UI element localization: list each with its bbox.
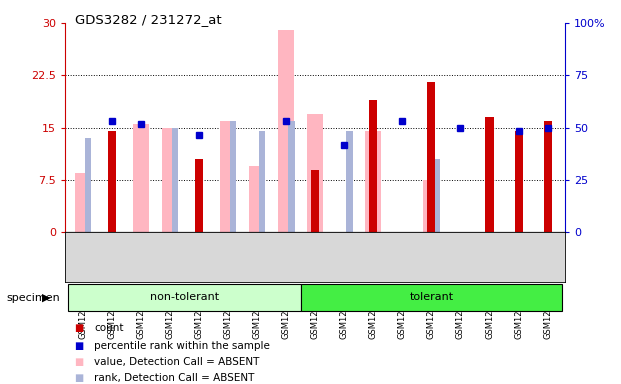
Bar bbox=[515, 131, 523, 232]
Bar bbox=[68, 284, 301, 311]
Text: specimen: specimen bbox=[6, 293, 60, 303]
Text: value, Detection Call = ABSENT: value, Detection Call = ABSENT bbox=[94, 357, 260, 367]
Text: ■: ■ bbox=[75, 323, 84, 333]
Bar bbox=[486, 117, 494, 232]
Text: count: count bbox=[94, 323, 124, 333]
Text: percentile rank within the sample: percentile rank within the sample bbox=[94, 341, 270, 351]
Bar bbox=[220, 121, 236, 232]
Bar bbox=[162, 127, 178, 232]
Bar bbox=[424, 180, 440, 232]
Bar bbox=[369, 100, 378, 232]
Bar bbox=[427, 82, 435, 232]
Bar bbox=[307, 114, 323, 232]
Text: ■: ■ bbox=[75, 357, 84, 367]
Text: tolerant: tolerant bbox=[409, 292, 453, 302]
Text: non-tolerant: non-tolerant bbox=[150, 292, 219, 302]
Bar bbox=[278, 30, 294, 232]
Bar bbox=[543, 121, 551, 232]
Bar bbox=[433, 159, 440, 232]
Text: rank, Detection Call = ABSENT: rank, Detection Call = ABSENT bbox=[94, 373, 255, 383]
Bar bbox=[84, 138, 91, 232]
Bar bbox=[347, 131, 353, 232]
Text: GDS3282 / 231272_at: GDS3282 / 231272_at bbox=[75, 13, 221, 26]
Bar bbox=[249, 166, 265, 232]
Text: ▶: ▶ bbox=[42, 293, 51, 303]
Bar bbox=[365, 131, 381, 232]
Bar bbox=[133, 124, 149, 232]
Bar bbox=[172, 127, 178, 232]
Bar bbox=[195, 159, 203, 232]
Bar bbox=[311, 170, 319, 232]
Text: ■: ■ bbox=[75, 373, 84, 383]
Text: ■: ■ bbox=[75, 341, 84, 351]
Bar bbox=[75, 173, 91, 232]
Bar bbox=[107, 131, 116, 232]
Bar bbox=[301, 284, 562, 311]
Bar bbox=[288, 121, 294, 232]
Bar bbox=[230, 121, 237, 232]
Bar bbox=[259, 131, 265, 232]
